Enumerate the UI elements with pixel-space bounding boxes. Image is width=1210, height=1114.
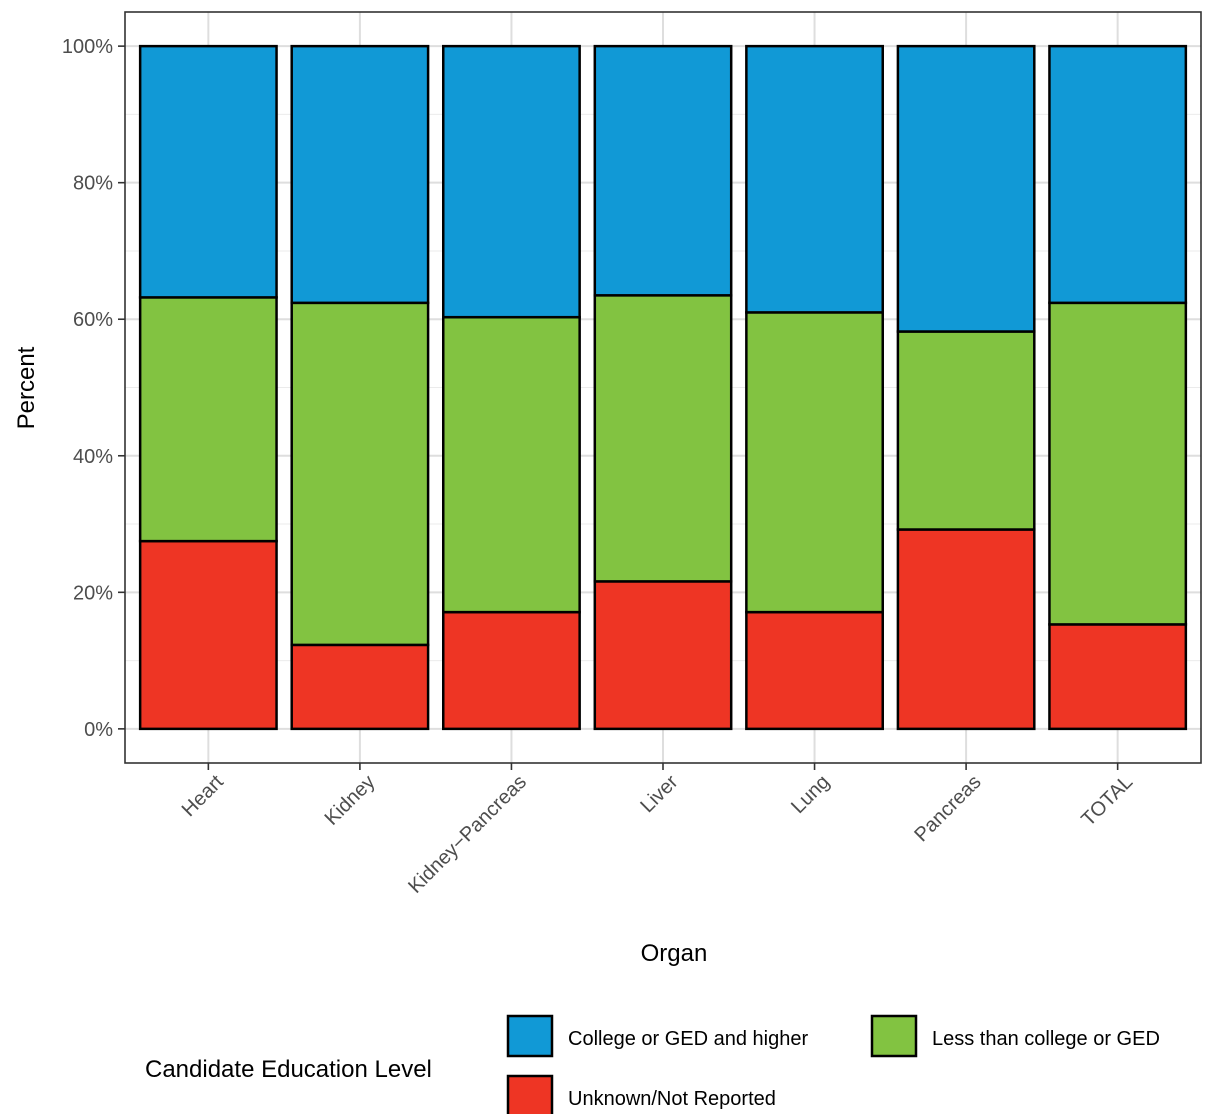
y-tick-label: 20% <box>73 582 113 604</box>
legend-label: Unknown/Not Reported <box>568 1088 776 1110</box>
bar-segment <box>1048 44 1188 305</box>
bar-segment <box>593 44 733 297</box>
y-tick-label: 80% <box>73 173 113 195</box>
bar-segment <box>593 294 733 583</box>
bar-segment <box>745 311 884 614</box>
bar-segment <box>896 528 1036 731</box>
bar-segment <box>290 643 430 731</box>
bar-segment <box>442 610 581 731</box>
y-tick-label: 60% <box>73 309 113 331</box>
y-axis-title: Percent <box>13 346 40 429</box>
legend-key <box>506 1074 554 1114</box>
bar-segment <box>1048 301 1188 626</box>
x-axis: Heart Kidney Kidney−Pancreas Liver Lung Pancr… <box>178 763 1137 898</box>
bar-segment <box>593 580 733 731</box>
bar-segment <box>290 301 430 647</box>
x-tick-label: Lung <box>787 771 834 818</box>
bar-segment <box>290 44 430 305</box>
x-axis-title: Organ <box>641 940 708 967</box>
legend-key <box>870 1014 918 1058</box>
x-tick-label: Kidney <box>321 771 380 830</box>
bar-segment <box>896 44 1036 333</box>
bar-segment <box>896 330 1036 531</box>
legend-title: Candidate Education Level <box>145 1056 432 1083</box>
bar-segment <box>442 315 581 614</box>
legend-label: College or GED and higher <box>568 1028 808 1050</box>
bar-segment <box>1048 623 1188 731</box>
bar-segment <box>138 296 278 543</box>
x-tick-label: TOTAL <box>1077 771 1137 831</box>
y-tick-label: 100% <box>62 36 113 58</box>
x-tick-label: Liver <box>636 771 682 817</box>
bar-segment <box>138 539 278 731</box>
y-tick-label: 40% <box>73 446 113 468</box>
x-tick-label: Heart <box>178 771 228 821</box>
y-tick-label: 0% <box>84 719 113 741</box>
legend: Candidate Education Level College or GED… <box>145 1014 1160 1114</box>
bar-segment <box>442 44 581 319</box>
x-tick-label: Pancreas <box>910 771 985 846</box>
x-tick-label: Kidney−Pancreas <box>404 771 531 898</box>
y-axis: 0% 20% 40% 60% 80% 100% <box>62 36 125 741</box>
bars <box>138 44 1188 731</box>
legend-key <box>506 1014 554 1058</box>
bar-segment <box>745 44 884 314</box>
bar-segment <box>745 610 884 731</box>
bar-segment <box>138 44 278 299</box>
legend-label: Less than college or GED <box>932 1028 1160 1050</box>
